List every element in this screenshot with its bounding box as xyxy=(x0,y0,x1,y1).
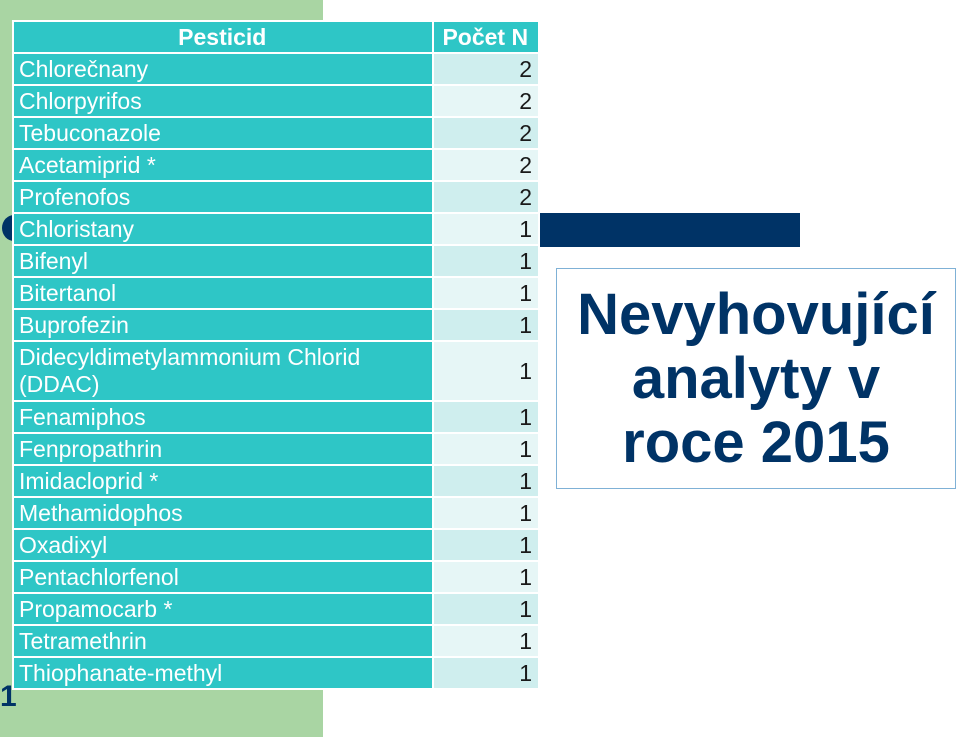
table-row: Chlorpyrifos 2 xyxy=(12,84,541,118)
count-cell: 2 xyxy=(431,52,541,86)
table-row: Propamocarb * 1 xyxy=(12,592,541,626)
table-row: Fenpropathrin 1 xyxy=(12,432,541,466)
table-row: Fenamiphos 1 xyxy=(12,400,541,434)
table-header-row: Pesticid Počet N xyxy=(12,20,541,54)
count-cell: 1 xyxy=(431,244,541,278)
pesticide-name-cell: Profenofos xyxy=(12,180,434,214)
table-row: Acetamiprid * 2 xyxy=(12,148,541,182)
count-cell: 2 xyxy=(431,116,541,150)
table-body: Chlorečnany 2 Chlorpyrifos 2 Tebuconazole 2 Ac… xyxy=(12,52,541,690)
title-line-3: roce 2015 xyxy=(622,409,890,475)
pesticide-name-cell: Chloristany xyxy=(12,212,434,246)
count-cell: 1 xyxy=(431,432,541,466)
navy-title-bar xyxy=(540,213,800,247)
pesticide-name-cell: Thiophanate-methyl xyxy=(12,656,434,690)
title-line-2: analyty v xyxy=(631,345,881,411)
count-cell: 1 xyxy=(431,656,541,690)
table-row: Tebuconazole 2 xyxy=(12,116,541,150)
count-cell: 1 xyxy=(431,400,541,434)
pesticide-name-cell: Buprofezin xyxy=(12,308,434,342)
table-row: Pentachlorfenol 1 xyxy=(12,560,541,594)
count-cell: 2 xyxy=(431,84,541,118)
count-cell: 2 xyxy=(431,148,541,182)
pesticide-name-cell: Chlorpyrifos xyxy=(12,84,434,118)
header-count: Počet N xyxy=(431,20,541,54)
count-cell: 1 xyxy=(431,624,541,658)
pesticide-name-cell: Oxadixyl xyxy=(12,528,434,562)
pesticide-name-cell: Tetramethrin xyxy=(12,624,434,658)
table-row: Thiophanate-methyl 1 xyxy=(12,656,541,690)
slide-title-box: Nevyhovující analyty v roce 2015 xyxy=(556,268,956,489)
pesticide-name-cell: Acetamiprid * xyxy=(12,148,434,182)
header-pesticide: Pesticid xyxy=(12,20,434,54)
count-cell: 1 xyxy=(431,212,541,246)
pesticide-name-cell: Methamidophos xyxy=(12,496,434,530)
pesticide-name-cell: Chlorečnany xyxy=(12,52,434,86)
table-row: Imidacloprid * 1 xyxy=(12,464,541,498)
pesticide-name-cell: Propamocarb * xyxy=(12,592,434,626)
table-row: Methamidophos 1 xyxy=(12,496,541,530)
count-cell: 1 xyxy=(431,464,541,498)
table-row: Tetramethrin 1 xyxy=(12,624,541,658)
pesticide-name-cell: Didecyldimetylammonium Chlorid (DDAC) xyxy=(12,340,434,402)
pesticide-name-cell: Fenpropathrin xyxy=(12,432,434,466)
table-row: Bitertanol 1 xyxy=(12,276,541,310)
table-row: Bifenyl 1 xyxy=(12,244,541,278)
count-cell: 1 xyxy=(431,528,541,562)
count-cell: 2 xyxy=(431,180,541,214)
pesticide-name-cell: Tebuconazole xyxy=(12,116,434,150)
table-row: Buprofezin 1 xyxy=(12,308,541,342)
table-row: Didecyldimetylammonium Chlorid (DDAC) 1 xyxy=(12,340,541,402)
count-cell: 1 xyxy=(431,276,541,310)
count-cell: 1 xyxy=(431,308,541,342)
table-row: Chlorečnany 2 xyxy=(12,52,541,86)
pesticide-name-cell: Fenamiphos xyxy=(12,400,434,434)
pesticide-name-cell: Bitertanol xyxy=(12,276,434,310)
table-row: Chloristany 1 xyxy=(12,212,541,246)
table-row: Oxadixyl 1 xyxy=(12,528,541,562)
pesticide-name-cell: Imidacloprid * xyxy=(12,464,434,498)
count-cell: 1 xyxy=(431,340,541,402)
pesticide-name-cell: Bifenyl xyxy=(12,244,434,278)
count-cell: 1 xyxy=(431,496,541,530)
count-cell: 1 xyxy=(431,560,541,594)
pesticide-table: Pesticid Počet N Chlorečnany 2 Chlorpyrifo… xyxy=(12,20,541,690)
table-row: Profenofos 2 xyxy=(12,180,541,214)
count-cell: 1 xyxy=(431,592,541,626)
title-line-1: Nevyhovující xyxy=(577,281,935,347)
pesticide-name-cell: Pentachlorfenol xyxy=(12,560,434,594)
